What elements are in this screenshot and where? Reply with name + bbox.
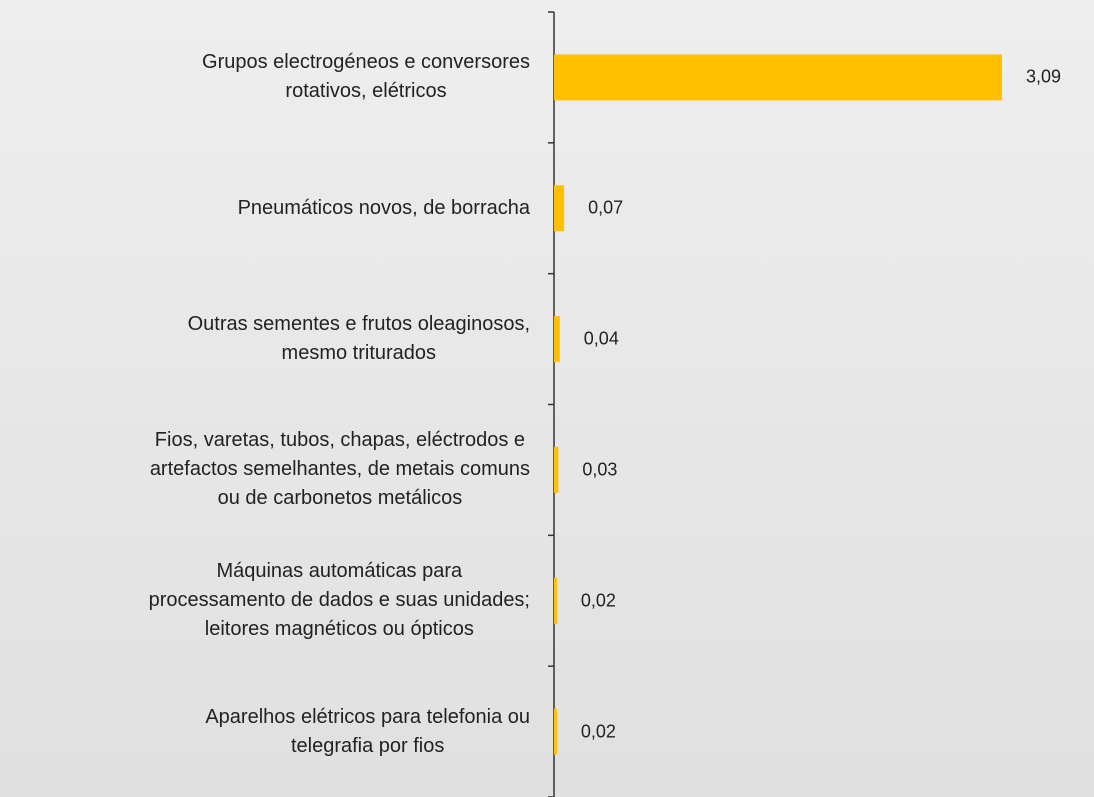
category-label: Fios, varetas, tubos, chapas, eléctrodos… [149,429,530,510]
bar [554,316,560,363]
value-label: 0,07 [588,197,624,218]
category-label-box: Aparelhos elétricos para telefonia ou te… [0,666,530,797]
bar [554,185,565,232]
value-label: 0,03 [582,459,618,480]
category-label-box: Pneumáticos novos, de borracha [0,143,530,274]
value-label: 0,02 [580,590,616,611]
category-label: Máquinas automáticas para processamento … [148,560,530,641]
category-label: Grupos electrogéneos e conversores rotat… [202,51,530,103]
category-label-box: Fios, varetas, tubos, chapas, eléctrodos… [0,405,530,536]
bar [554,446,559,493]
category-label-box: Outras sementes e frutos oleaginosos, me… [0,274,530,405]
value-label: 0,04 [583,328,619,349]
bar [554,708,557,755]
bar [554,577,557,624]
value-label: 3,09 [1026,66,1062,87]
category-label: Outras sementes e frutos oleaginosos, me… [187,313,530,365]
category-label-box: Grupos electrogéneos e conversores rotat… [0,12,530,143]
bar [554,54,1002,101]
value-label: 0,02 [580,721,616,742]
category-label-box: Máquinas automáticas para processamento … [0,535,530,666]
category-label: Pneumáticos novos, de borracha [237,196,530,219]
category-label: Aparelhos elétricos para telefonia ou te… [205,705,530,757]
